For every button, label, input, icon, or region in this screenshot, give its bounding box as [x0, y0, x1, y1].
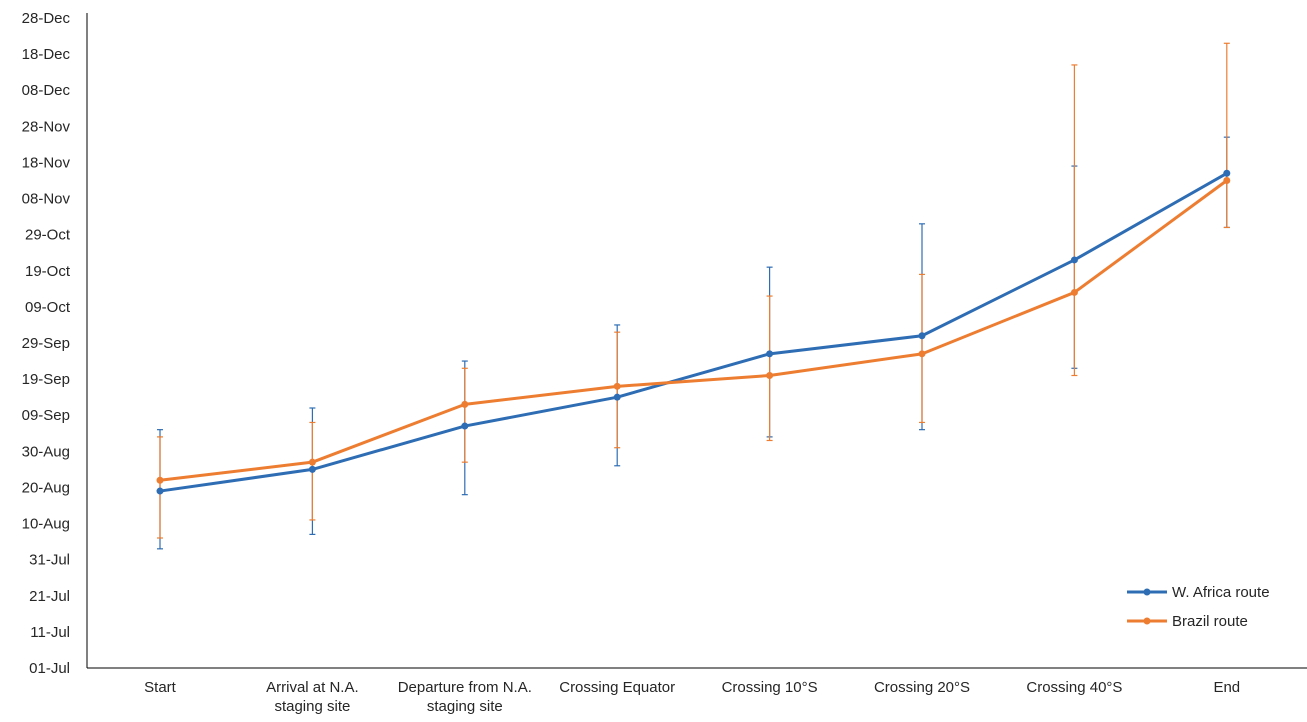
error-bars [157, 42, 1230, 550]
y-tick-label: 18-Nov [22, 154, 71, 171]
y-tick-label: 30-Aug [22, 443, 70, 460]
axes [86, 13, 1307, 669]
data-point [766, 350, 774, 358]
y-tick-label: 28-Dec [22, 10, 71, 27]
series-line [159, 171, 1228, 493]
data-point [918, 332, 926, 340]
x-tick-label: Start [144, 679, 177, 696]
legend-swatch-marker [1143, 588, 1151, 596]
data-point [156, 476, 164, 484]
data-point [1223, 177, 1231, 184]
data-point [1223, 169, 1231, 177]
data-point [613, 393, 621, 401]
y-tick-label: 11-Jul [30, 624, 70, 641]
y-tick-label: 21-Jul [29, 588, 70, 605]
data-point [613, 382, 621, 390]
legend: W. Africa route Brazil route [1127, 584, 1270, 630]
legend-swatch-marker [1143, 617, 1151, 625]
data-point [1070, 288, 1078, 296]
y-tick-label: 19-Oct [25, 263, 71, 280]
y-tick-label: 09-Sep [22, 407, 70, 424]
data-point [766, 372, 774, 379]
y-tick-labels: 01-Jul 11-Jul 21-Jul 31-Jul 10-Aug 20-Aug 30-A… [22, 10, 71, 677]
data-point [918, 350, 926, 358]
data-point [461, 400, 469, 408]
y-tick-label: 01-Jul [29, 660, 70, 677]
legend-label: W. Africa route [1172, 584, 1270, 601]
y-tick-label: 31-Jul [29, 552, 70, 569]
data-point [156, 487, 164, 495]
legend-label: Brazil route [1172, 613, 1248, 630]
x-tick-labels: Start Arrival at N.A. staging site Departur… [144, 679, 1240, 715]
x-tick-label: Crossing 10°S [722, 679, 818, 696]
data-point [308, 458, 316, 466]
x-tick-label: Crossing 20°S [874, 679, 970, 696]
y-tick-label: 29-Sep [22, 335, 70, 352]
x-tick-label: Arrival at N.A. staging site [266, 679, 359, 715]
y-tick-label: 08-Nov [22, 191, 71, 208]
series-points [156, 169, 1231, 495]
x-tick-label: Crossing 40°S [1026, 679, 1122, 696]
x-tick-label: Departure from N.A. staging site [398, 679, 532, 715]
y-tick-label: 18-Dec [22, 46, 71, 63]
series-lines [159, 171, 1228, 493]
y-tick-label: 29-Oct [25, 227, 71, 244]
data-point [308, 465, 316, 473]
data-point [461, 422, 469, 430]
y-tick-label: 09-Oct [25, 299, 71, 316]
y-tick-label: 20-Aug [22, 479, 70, 496]
series-line [159, 179, 1228, 482]
y-tick-label: 28-Nov [22, 118, 71, 135]
x-tick-label: End [1213, 679, 1240, 696]
y-tick-label: 08-Dec [22, 82, 71, 99]
data-point [1070, 256, 1078, 264]
x-tick-label: Crossing Equator [559, 679, 675, 696]
y-tick-label: 10-Aug [22, 516, 70, 533]
y-tick-label: 19-Sep [22, 371, 70, 388]
